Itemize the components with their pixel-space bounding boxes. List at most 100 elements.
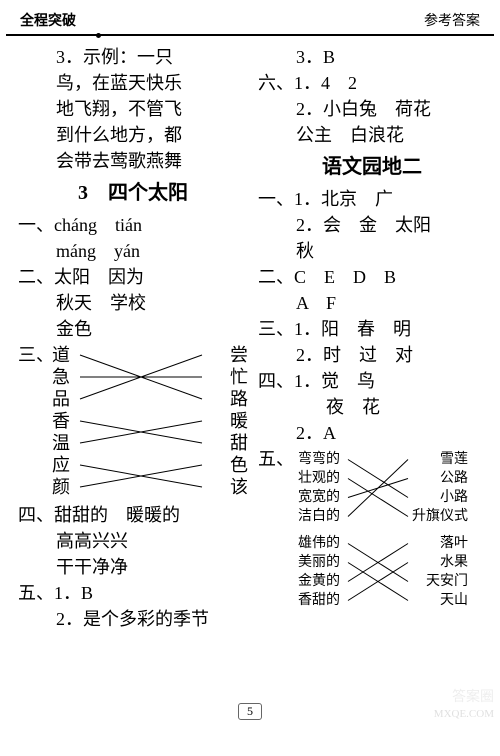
right-si-row3: 2．A [258, 420, 486, 446]
label-r-er: 二、 [258, 264, 294, 290]
left-yi-row1: 一、cháng tián [18, 212, 248, 238]
match-right-cell: 公路 [398, 469, 468, 488]
left-si-row1: 四、甜甜的 暖暖的 [18, 502, 248, 528]
match-right-cell: 天安门 [398, 572, 468, 591]
right-yi-row3: 秋 [258, 238, 486, 264]
match-row: 香暖 [52, 410, 248, 432]
pinyin-1b: tián [115, 215, 142, 235]
page: 全程突破 参考答案 3．示例：一只 鸟，在蓝天快乐 地飞翔，不管飞 到什么地方，… [0, 0, 500, 756]
match-row: 颜该 [52, 476, 248, 498]
para3-l1: 3．示例：一只 [18, 44, 248, 70]
header-right: 参考答案 [424, 10, 480, 30]
label-yi: 一、 [18, 212, 54, 238]
match-row: 道尝 [52, 344, 248, 366]
pinyin-2a: máng [56, 241, 96, 261]
match-left-cell: 金黄的 [298, 572, 354, 591]
right-er-row2: A F [258, 290, 486, 316]
match-row: 美丽的 水果 [298, 553, 468, 572]
match-row: 金黄的 天安门 [298, 572, 468, 591]
label-r-wu: 五、 [258, 446, 294, 472]
label-r-yi: 一、 [258, 186, 294, 212]
label-wu: 五、 [18, 580, 54, 606]
label-r-san: 三、 [258, 316, 294, 342]
label-liu: 六、 [258, 70, 294, 96]
right-liu-row2: 2．小白兔 荷花 [258, 96, 486, 122]
match-left-cell: 急 [52, 366, 122, 388]
watermark-logo: 答案圈 [452, 686, 494, 706]
para3-l5: 会带去莺歌燕舞 [18, 148, 248, 174]
match-right-cell: 落叶 [398, 534, 468, 553]
match-left-cell: 美丽的 [298, 553, 354, 572]
match-right-cell: 天山 [398, 591, 468, 610]
match-left-cell: 道 [52, 344, 122, 366]
left-section-title: 3 四个太阳 [18, 178, 248, 208]
match-left-cell: 弯弯的 [298, 450, 354, 469]
match-left-cell: 洁白的 [298, 507, 354, 526]
match-right-cell: 小路 [398, 488, 468, 507]
left-column: 3．示例：一只 鸟，在蓝天快乐 地飞翔，不管飞 到什么地方，都 会带去莺歌燕舞 … [18, 44, 248, 720]
match-right-cell: 该 [178, 476, 248, 498]
left-si-row3: 干干净净 [18, 554, 248, 580]
match-row: 弯弯的 雪莲 [298, 450, 468, 469]
left-wu-1: 1．B [54, 583, 93, 603]
match-left-cell: 颜 [52, 476, 122, 498]
right-liu-row3: 公主 白浪花 [258, 122, 486, 148]
right-liu-row1: 六、1．4 2 [258, 70, 486, 96]
left-wu-row1: 五、1．B [18, 580, 248, 606]
left-si-1: 甜甜的 暖暖的 [54, 505, 180, 525]
right-san-row1: 三、1．阳 春 明 [258, 316, 486, 342]
left-er-1: 太阳 因为 [54, 267, 144, 287]
match-block-wu1: 弯弯的 雪莲壮观的 公路宽宽的 小路洁白的 升旗仪式 [298, 450, 468, 526]
left-wu-row2: 2．是个多彩的季节 [18, 606, 248, 632]
right-column: 3．B 六、1．4 2 2．小白兔 荷花 公主 白浪花 语文园地二 一、1．北京… [258, 44, 486, 720]
match-row: 洁白的 升旗仪式 [298, 507, 468, 526]
left-er-row2: 秋天 学校 [18, 290, 248, 316]
page-body: 3．示例：一只 鸟，在蓝天快乐 地飞翔，不管飞 到什么地方，都 会带去莺歌燕舞 … [0, 36, 500, 726]
match-block-san: 道尝急忙品路香暖温甜应色颜该 [52, 344, 248, 498]
match-left-cell: 宽宽的 [298, 488, 354, 507]
match-right-cell: 雪莲 [398, 450, 468, 469]
match-right-cell: 甜 [178, 432, 248, 454]
match-left-cell: 品 [52, 388, 122, 410]
match-right-cell: 路 [178, 388, 248, 410]
label-r-si: 四、 [258, 368, 294, 394]
match-left-cell: 香 [52, 410, 122, 432]
match-left-cell: 应 [52, 454, 122, 476]
right-si-1: 1．觉 鸟 [294, 371, 375, 391]
pinyin-1a: cháng [54, 215, 97, 235]
match-row: 应色 [52, 454, 248, 476]
match-right-cell: 色 [178, 454, 248, 476]
match-right-cell: 升旗仪式 [398, 507, 468, 526]
label-si: 四、 [18, 502, 54, 528]
right-si-row1: 四、1．觉 鸟 [258, 368, 486, 394]
match-left-cell: 温 [52, 432, 122, 454]
right-si-row2: 夜 花 [258, 394, 486, 420]
match-right-cell: 忙 [178, 366, 248, 388]
right-yi-row2: 2．会 金 太阳 [258, 212, 486, 238]
para3-l3: 地飞翔，不管飞 [18, 96, 248, 122]
match-row: 急忙 [52, 366, 248, 388]
right-er-row1: 二、C E D B [258, 264, 486, 290]
page-number: 5 [238, 703, 262, 720]
pinyin-2b: yán [114, 241, 140, 261]
page-header: 全程突破 参考答案 [0, 0, 500, 34]
match-right-cell: 尝 [178, 344, 248, 366]
match-right-cell: 水果 [398, 553, 468, 572]
match-row: 香甜的天山 [298, 591, 468, 610]
para3-l2: 鸟，在蓝天快乐 [18, 70, 248, 96]
right-san-1: 1．阳 春 明 [294, 319, 411, 339]
label-er: 二、 [18, 264, 54, 290]
match-row: 品路 [52, 388, 248, 410]
header-left: 全程突破 [20, 10, 76, 30]
para3-l4: 到什么地方，都 [18, 122, 248, 148]
watermark-url: MXQE.COM [434, 708, 494, 720]
match-left-cell: 壮观的 [298, 469, 354, 488]
right-san-row2: 2．时 过 对 [258, 342, 486, 368]
right-section-title: 语文园地二 [258, 152, 486, 182]
match-left-cell: 雄伟的 [298, 534, 354, 553]
match-right-cell: 暖 [178, 410, 248, 432]
right-yi-row1: 一、1．北京 广 [258, 186, 486, 212]
left-er-row3: 金色 [18, 316, 248, 342]
match-row: 温甜 [52, 432, 248, 454]
label-san: 三、 [18, 342, 54, 368]
